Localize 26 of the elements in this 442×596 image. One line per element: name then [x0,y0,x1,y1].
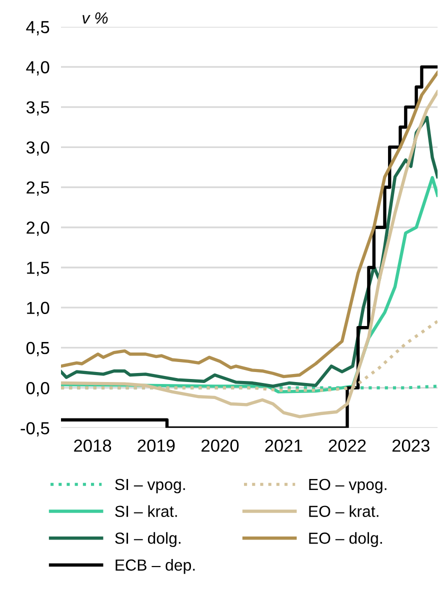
y-tick-label: 2,5 [26,181,50,196]
x-tick-label: 2019 [138,440,175,452]
x-tick-label: 2023 [392,440,430,452]
y-tick-label: 3,0 [26,141,50,156]
y-tick-label: 1,0 [27,302,50,316]
x-tick-label: 2021 [265,440,302,452]
y-tick-label: 0,0 [26,382,50,396]
legend-label: SI – dolg. [115,532,180,548]
x-tick-label: 2020 [202,440,239,452]
y-axis-title: v % [82,12,108,24]
y-tick-label: 4,5 [26,21,50,36]
y-tick-label: 0,5 [26,342,50,356]
y-tick-label: 3,5 [26,101,50,116]
line-series [60,70,438,378]
legend-label: SI – vpog. [115,478,185,494]
y-tick-label: 2,0 [26,222,50,236]
legend-label: SI – krat. [115,505,177,518]
x-tick-label: 2022 [328,440,366,452]
y-tick-label: 1,5 [27,262,50,276]
legend-label: EO – dolg. [309,532,382,548]
x-tick-label: 2018 [74,440,112,452]
y-tick-label: 4,0 [26,61,50,76]
y-tick-label: -0,5 [20,422,50,436]
legend-label: EO – krat. [309,505,378,518]
legend-label: EO – vpog. [309,478,386,494]
legend-label: ECB – dep. [116,559,195,574]
